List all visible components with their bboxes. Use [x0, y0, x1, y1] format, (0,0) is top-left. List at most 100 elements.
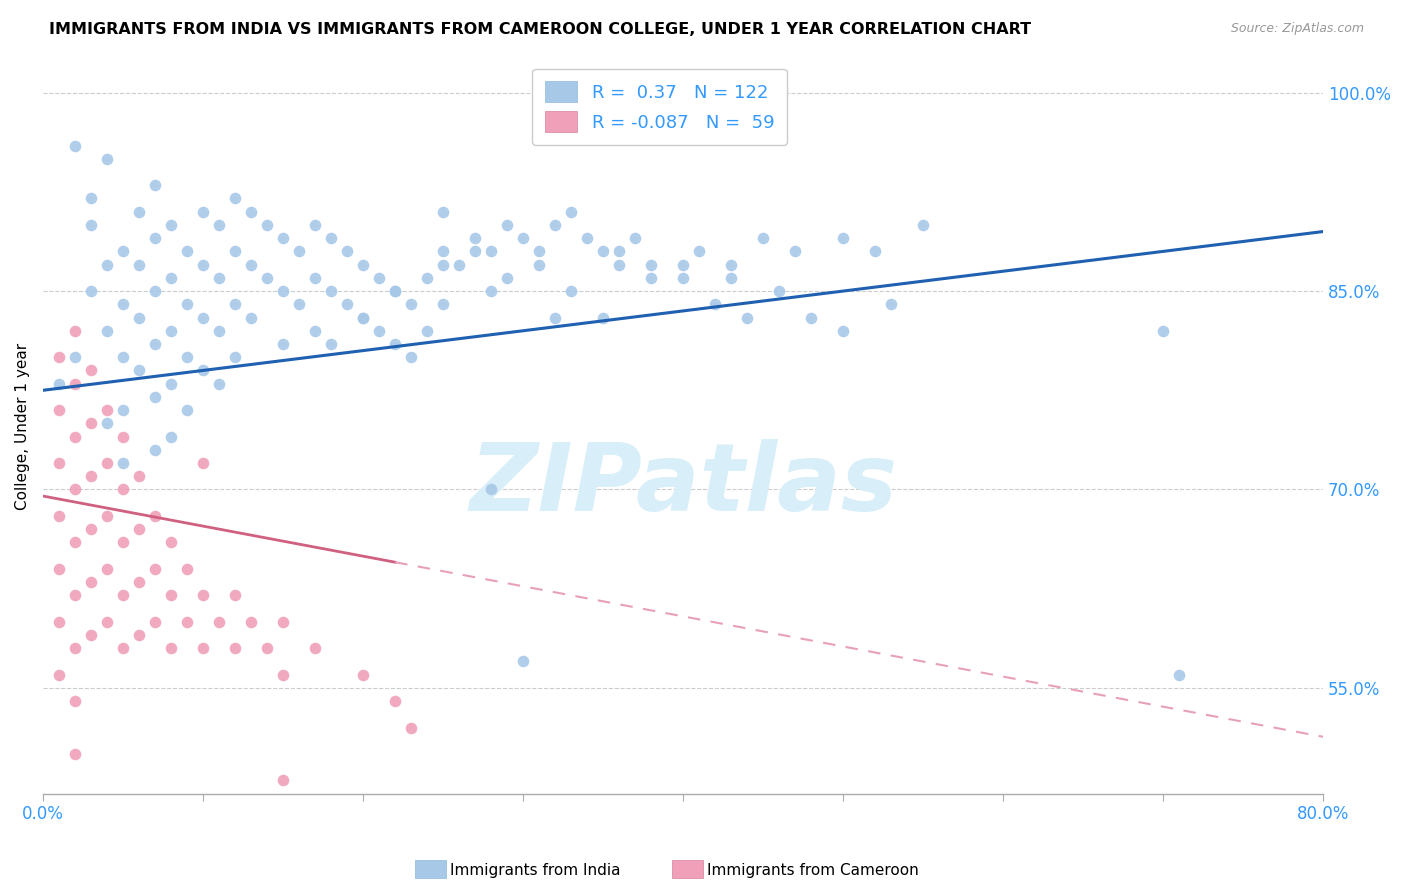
Point — [288, 297, 311, 311]
Point — [160, 588, 183, 602]
Point — [143, 442, 166, 457]
Point — [193, 588, 215, 602]
Point — [720, 270, 742, 285]
Point — [143, 390, 166, 404]
Point — [640, 270, 662, 285]
Point — [63, 429, 86, 443]
Point — [352, 310, 374, 325]
Point — [80, 417, 103, 431]
Point — [193, 258, 215, 272]
Point — [271, 231, 294, 245]
Point — [48, 508, 70, 523]
Point — [399, 350, 422, 364]
Point — [48, 350, 70, 364]
Point — [112, 641, 135, 656]
Legend: R =  0.37   N = 122, R = -0.087   N =  59: R = 0.37 N = 122, R = -0.087 N = 59 — [533, 69, 787, 145]
Point — [193, 641, 215, 656]
Point — [384, 284, 406, 298]
Point — [160, 641, 183, 656]
Point — [128, 522, 150, 536]
Point — [208, 615, 231, 629]
Point — [112, 403, 135, 417]
Point — [176, 350, 198, 364]
Point — [496, 218, 519, 232]
Text: Immigrants from Cameroon: Immigrants from Cameroon — [707, 863, 920, 878]
Point — [48, 615, 70, 629]
Point — [224, 641, 246, 656]
Point — [304, 218, 326, 232]
Point — [607, 244, 630, 259]
Point — [304, 270, 326, 285]
Point — [321, 231, 343, 245]
Point — [592, 244, 614, 259]
Point — [240, 615, 263, 629]
Point — [80, 469, 103, 483]
Point — [863, 244, 886, 259]
Point — [160, 429, 183, 443]
Point — [224, 350, 246, 364]
Point — [63, 324, 86, 338]
Point — [256, 270, 278, 285]
Text: Immigrants from India: Immigrants from India — [450, 863, 620, 878]
Point — [208, 376, 231, 391]
Point — [336, 244, 359, 259]
Point — [96, 258, 118, 272]
Point — [112, 456, 135, 470]
Point — [256, 641, 278, 656]
Point — [368, 270, 391, 285]
Point — [193, 363, 215, 377]
Point — [80, 522, 103, 536]
Point — [48, 667, 70, 681]
Point — [240, 258, 263, 272]
Point — [672, 270, 695, 285]
Point — [80, 575, 103, 590]
Point — [592, 310, 614, 325]
Point — [176, 297, 198, 311]
Point — [80, 284, 103, 298]
Point — [63, 350, 86, 364]
Point — [479, 244, 502, 259]
Point — [96, 456, 118, 470]
Text: IMMIGRANTS FROM INDIA VS IMMIGRANTS FROM CAMEROON COLLEGE, UNDER 1 YEAR CORRELAT: IMMIGRANTS FROM INDIA VS IMMIGRANTS FROM… — [49, 22, 1032, 37]
Point — [416, 270, 439, 285]
Point — [160, 324, 183, 338]
Point — [384, 694, 406, 708]
Point — [224, 244, 246, 259]
Point — [143, 231, 166, 245]
Point — [112, 350, 135, 364]
Point — [48, 562, 70, 576]
Point — [464, 231, 486, 245]
Point — [96, 417, 118, 431]
Point — [63, 588, 86, 602]
Point — [96, 562, 118, 576]
Point — [96, 152, 118, 166]
Point — [352, 667, 374, 681]
Point — [704, 297, 727, 311]
Point — [48, 456, 70, 470]
Point — [96, 403, 118, 417]
Point — [63, 641, 86, 656]
Point — [368, 324, 391, 338]
Point — [128, 310, 150, 325]
Point — [880, 297, 903, 311]
Point — [224, 297, 246, 311]
Point — [80, 192, 103, 206]
Y-axis label: College, Under 1 year: College, Under 1 year — [15, 343, 30, 510]
Point — [128, 258, 150, 272]
Point — [63, 694, 86, 708]
Point — [271, 773, 294, 788]
Point — [96, 324, 118, 338]
Point — [352, 310, 374, 325]
Point — [63, 138, 86, 153]
Point — [128, 363, 150, 377]
Point — [449, 258, 471, 272]
Point — [160, 270, 183, 285]
Point — [80, 218, 103, 232]
Point — [143, 178, 166, 193]
Point — [912, 218, 935, 232]
Point — [96, 508, 118, 523]
Point — [224, 588, 246, 602]
Point — [112, 429, 135, 443]
Point — [112, 535, 135, 549]
Point — [512, 231, 534, 245]
